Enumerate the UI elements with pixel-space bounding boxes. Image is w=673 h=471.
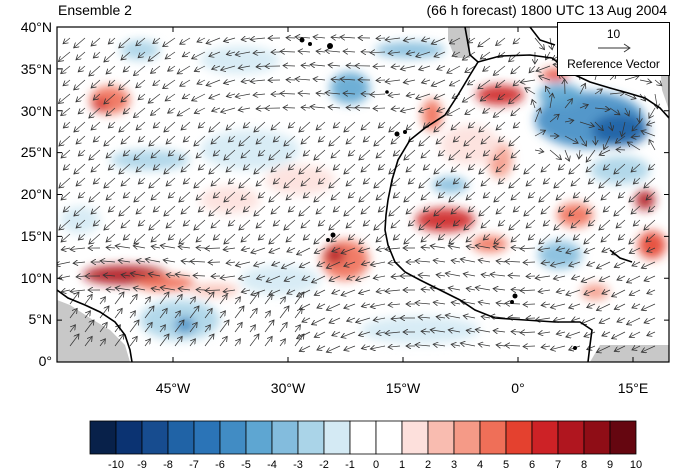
colorbar-swatch [141, 420, 169, 455]
colorbar-tick-label: -7 [189, 459, 199, 471]
y-tick-label: 5°N [28, 311, 53, 327]
y-tick-label: 15°N [20, 228, 52, 244]
colorbar-swatch [479, 420, 507, 455]
reference-vector-legend: 10 Reference Vector [557, 22, 670, 76]
colorbar-swatch [453, 420, 481, 455]
colorbar-tick-label: 2 [424, 459, 432, 471]
colorbar-swatch [401, 420, 429, 455]
colorbar-tick-label: 4 [476, 459, 484, 471]
colorbar-tick-label: 10 [629, 459, 643, 471]
colorbar-swatch [167, 420, 195, 455]
colorbar-tick-label: 0 [372, 459, 380, 471]
colorbar-tick-label: 3 [450, 459, 458, 471]
colorbar-swatch [583, 420, 611, 455]
y-tick-label: 25°N [20, 144, 52, 160]
colorbar-swatch [323, 420, 351, 455]
colorbar-swatch [375, 420, 403, 455]
reference-arrow [598, 43, 631, 53]
x-tick-label: 30°W [270, 380, 306, 396]
colorbar-tick-label: -6 [215, 459, 225, 471]
y-tick-label: 30°N [20, 103, 52, 119]
colorbar-tick-label: -2 [319, 459, 329, 471]
y-tick-label: 10°N [20, 270, 52, 286]
wind-vector-field [57, 27, 667, 353]
x-tick-label: 0° [511, 380, 525, 396]
colorbar-swatch [505, 420, 533, 455]
y-tick-label: 40°N [20, 19, 52, 35]
colorbar-swatch [531, 420, 559, 455]
colorbar-tick-label: -9 [137, 459, 147, 471]
reference-magnitude: 10 [606, 27, 621, 41]
colorbar [89, 420, 637, 455]
colorbar-swatch [297, 420, 325, 455]
y-tick-label: 20°N [20, 186, 52, 202]
colorbar-swatch [89, 420, 117, 455]
colorbar-tick-label: -8 [163, 459, 173, 471]
colorbar-swatch [245, 420, 273, 455]
colorbar-tick-label: 9 [606, 459, 614, 471]
colorbar-swatch [609, 420, 637, 455]
islands [299, 37, 577, 350]
y-tick-label: 0° [38, 353, 52, 369]
colorbar-swatch [219, 420, 247, 455]
colorbar-swatch [193, 420, 221, 455]
colorbar-tick-label: 1 [398, 459, 406, 471]
colorbar-tick-label: -5 [241, 459, 251, 471]
y-tick-label: 35°N [20, 61, 52, 77]
colorbar-tick-label: -1 [345, 459, 355, 471]
panel-title: Ensemble 2 [58, 2, 132, 18]
x-tick-label: 15°W [385, 380, 421, 396]
colorbar-tick-label: -10 [108, 459, 124, 471]
colorbar-tick-label: 8 [580, 459, 588, 471]
colorbar-swatch [115, 420, 143, 455]
colorbar-tick-label: -4 [267, 459, 277, 471]
colorbar-tick-label: 6 [528, 459, 536, 471]
forecast-time: (66 h forecast) 1800 UTC 13 Aug 2004 [426, 2, 667, 18]
x-tick-label: 15°E [617, 380, 649, 396]
colorbar-tick-label: 7 [554, 459, 562, 471]
reference-label: Reference Vector [567, 57, 660, 71]
colorbar-swatch [349, 420, 377, 455]
colorbar-swatch [271, 420, 299, 455]
colorbar-tick-label: 5 [502, 459, 510, 471]
colorbar-tick-label: -3 [293, 459, 303, 471]
colorbar-swatch [427, 420, 455, 455]
x-tick-label: 45°W [155, 380, 191, 396]
colorbar-swatch [557, 420, 585, 455]
